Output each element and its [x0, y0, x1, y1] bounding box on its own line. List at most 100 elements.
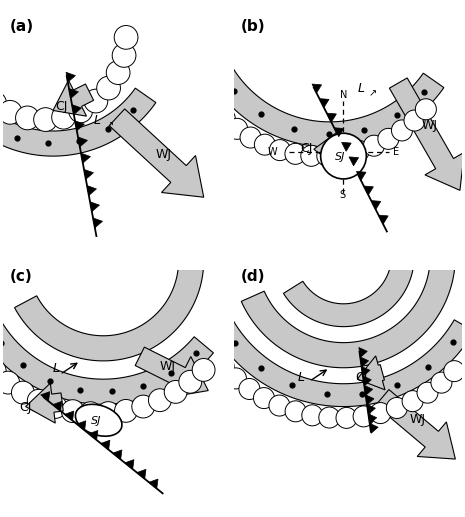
Circle shape	[378, 128, 399, 149]
Point	[20, 360, 27, 369]
Polygon shape	[78, 137, 87, 147]
Circle shape	[301, 145, 322, 166]
Polygon shape	[365, 395, 374, 405]
Polygon shape	[362, 367, 370, 376]
Circle shape	[0, 91, 7, 115]
Polygon shape	[241, 218, 455, 368]
Circle shape	[179, 370, 202, 393]
Text: (b): (b)	[241, 19, 266, 34]
Polygon shape	[389, 78, 464, 190]
Polygon shape	[200, 295, 465, 406]
Circle shape	[415, 99, 436, 120]
Circle shape	[114, 25, 138, 49]
Point	[424, 362, 432, 371]
Circle shape	[404, 110, 425, 131]
Polygon shape	[370, 423, 378, 433]
Circle shape	[254, 134, 275, 155]
Polygon shape	[26, 383, 63, 423]
Circle shape	[444, 361, 465, 382]
Point	[213, 308, 220, 316]
Polygon shape	[379, 215, 388, 224]
Circle shape	[52, 105, 75, 129]
Polygon shape	[72, 104, 81, 115]
Circle shape	[285, 401, 306, 422]
Polygon shape	[149, 479, 158, 489]
Text: W: W	[268, 147, 278, 157]
Point	[325, 130, 332, 139]
Circle shape	[353, 406, 374, 427]
Circle shape	[348, 141, 369, 161]
Point	[75, 136, 83, 145]
Circle shape	[193, 84, 214, 105]
Circle shape	[370, 403, 391, 423]
Polygon shape	[312, 84, 322, 93]
Polygon shape	[342, 142, 351, 151]
Polygon shape	[367, 404, 375, 414]
Text: CJ: CJ	[19, 401, 31, 414]
Polygon shape	[77, 421, 86, 430]
Circle shape	[179, 56, 199, 77]
Text: L: L	[298, 371, 305, 385]
Polygon shape	[363, 376, 372, 386]
Circle shape	[0, 371, 20, 394]
Text: N: N	[340, 90, 347, 100]
Polygon shape	[0, 88, 156, 156]
Polygon shape	[90, 202, 100, 211]
Polygon shape	[356, 172, 366, 180]
Circle shape	[15, 106, 40, 130]
Point	[393, 381, 400, 389]
Point	[290, 125, 297, 133]
Text: CJ: CJ	[55, 100, 68, 113]
Circle shape	[106, 60, 130, 84]
Point	[360, 126, 368, 134]
Circle shape	[203, 97, 224, 118]
Circle shape	[253, 388, 274, 408]
Polygon shape	[93, 218, 102, 228]
Polygon shape	[109, 109, 204, 197]
Circle shape	[84, 89, 108, 113]
Circle shape	[202, 343, 223, 363]
Circle shape	[164, 381, 187, 403]
Circle shape	[417, 382, 438, 403]
Polygon shape	[75, 121, 85, 131]
Polygon shape	[66, 72, 75, 82]
Polygon shape	[113, 450, 122, 460]
Point	[129, 107, 137, 115]
Point	[231, 339, 239, 347]
Circle shape	[214, 108, 235, 129]
Polygon shape	[41, 392, 50, 401]
Circle shape	[132, 395, 155, 418]
Polygon shape	[101, 440, 110, 450]
Polygon shape	[327, 113, 336, 122]
Circle shape	[239, 378, 260, 400]
Circle shape	[114, 400, 137, 422]
Polygon shape	[314, 132, 348, 167]
Point	[77, 386, 84, 394]
Polygon shape	[359, 347, 367, 357]
Circle shape	[364, 135, 385, 156]
Point	[359, 390, 366, 398]
Circle shape	[386, 398, 407, 418]
Ellipse shape	[75, 404, 122, 436]
Text: WJ: WJ	[410, 413, 425, 425]
Point	[14, 134, 21, 142]
Circle shape	[148, 389, 171, 412]
Text: L: L	[94, 114, 101, 127]
Point	[108, 387, 115, 396]
Polygon shape	[364, 186, 373, 195]
Text: SJ: SJ	[335, 151, 345, 161]
Polygon shape	[360, 357, 369, 367]
Text: CJ: CJ	[300, 142, 312, 155]
Text: WJ: WJ	[421, 119, 437, 132]
Circle shape	[79, 402, 102, 424]
Polygon shape	[69, 88, 79, 98]
Circle shape	[317, 145, 338, 166]
Circle shape	[332, 144, 354, 165]
Polygon shape	[125, 460, 134, 469]
Circle shape	[12, 381, 34, 404]
Text: SJ: SJ	[91, 416, 101, 425]
Text: CJ: CJ	[355, 371, 367, 385]
Circle shape	[97, 402, 120, 424]
Circle shape	[392, 120, 412, 141]
Polygon shape	[334, 128, 344, 136]
